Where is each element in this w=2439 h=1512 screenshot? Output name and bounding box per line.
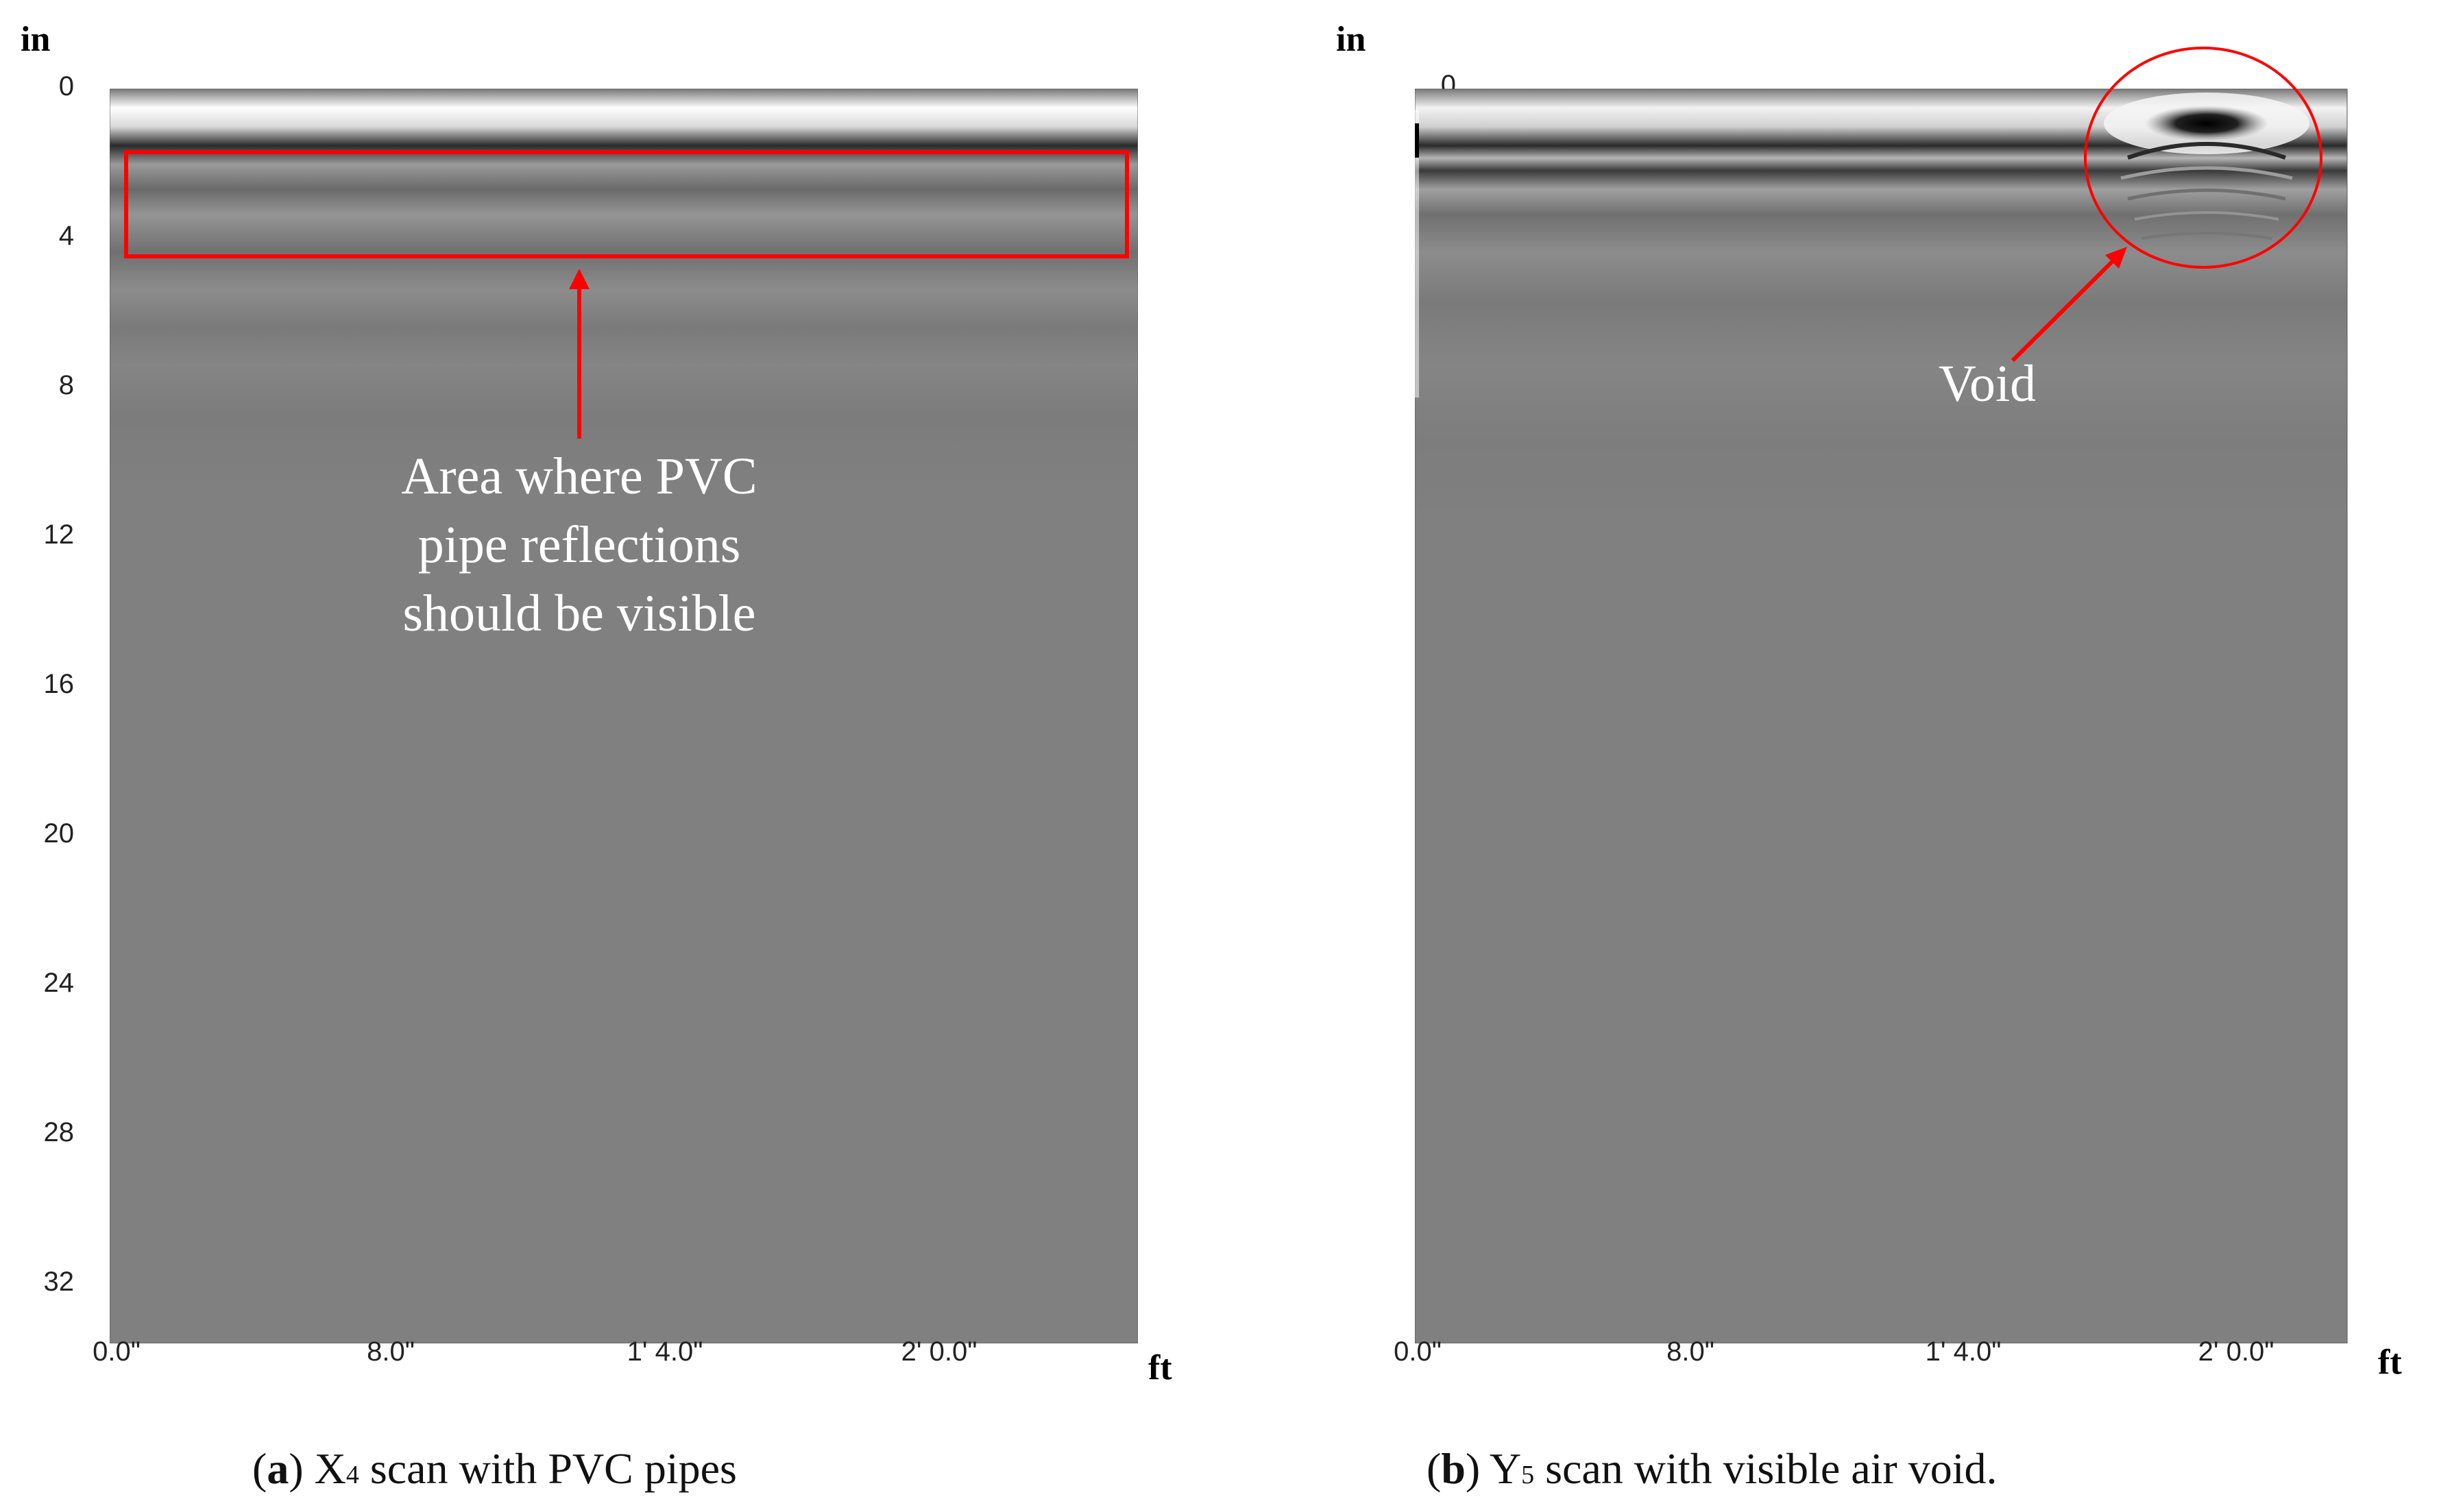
y-tick: 24 [43, 968, 75, 998]
x-tick: 0.0" [93, 1337, 141, 1367]
caption-prefix: Y [1489, 1444, 1522, 1493]
x-unit-label: ft [2378, 1343, 2402, 1382]
annotation-line: Area where PVC [401, 448, 757, 505]
x-tick: 1' 4.0" [1925, 1337, 2002, 1367]
x-unit-label: ft [1148, 1348, 1172, 1387]
y-tick: 0 [58, 71, 74, 101]
caption-letter: b [1441, 1444, 1466, 1493]
y-tick: 28 [43, 1117, 75, 1147]
x-tick: 2' 0.0" [2198, 1337, 2274, 1367]
y-unit-label: in [1336, 20, 1366, 59]
caption-prefix: X [314, 1444, 346, 1493]
caption-text: scan with visible air void. [1534, 1444, 1998, 1493]
annotation-line: should be visible [402, 585, 756, 642]
y-unit-label: in [21, 20, 51, 59]
y-tick: 32 [43, 1267, 75, 1297]
caption-text: scan with PVC pipes [359, 1444, 737, 1493]
gpr-scan-image [1415, 88, 2348, 1343]
annotation-line: pipe reflections [417, 516, 741, 574]
gpr-scan-image [110, 88, 1138, 1343]
caption-subscript: 5 [1521, 1461, 1535, 1489]
caption-letter: a [267, 1444, 289, 1493]
x-tick: 0.0" [1394, 1337, 1442, 1367]
x-tick: 8.0" [367, 1337, 415, 1367]
y-tick: 16 [43, 669, 75, 699]
y-tick: 20 [43, 818, 75, 849]
annotation-text: Void [1884, 350, 2090, 418]
x-tick: 2' 0.0" [901, 1337, 978, 1367]
figure-panel-b: in 0 4 8 12 16 20 24 28 32 [1220, 0, 2439, 1512]
figure-panel-a: in 0 4 8 12 16 20 24 28 32 [21, 20, 1172, 1493]
x-tick: 8.0" [1666, 1337, 1714, 1367]
y-tick: 4 [58, 221, 74, 251]
y-tick: 8 [58, 370, 74, 400]
annotation-line: Void [1938, 355, 2037, 413]
annotation-text: Area where PVC pipe reflections should b… [305, 442, 853, 648]
caption-subscript: 4 [345, 1461, 359, 1489]
y-tick: 12 [43, 520, 75, 550]
caption-a: (a) X4 scan with PVC pipes [252, 1444, 737, 1493]
caption-b: (b) Y5 scan with visible air void. [1427, 1444, 1998, 1493]
x-tick: 1' 4.0" [627, 1337, 703, 1367]
